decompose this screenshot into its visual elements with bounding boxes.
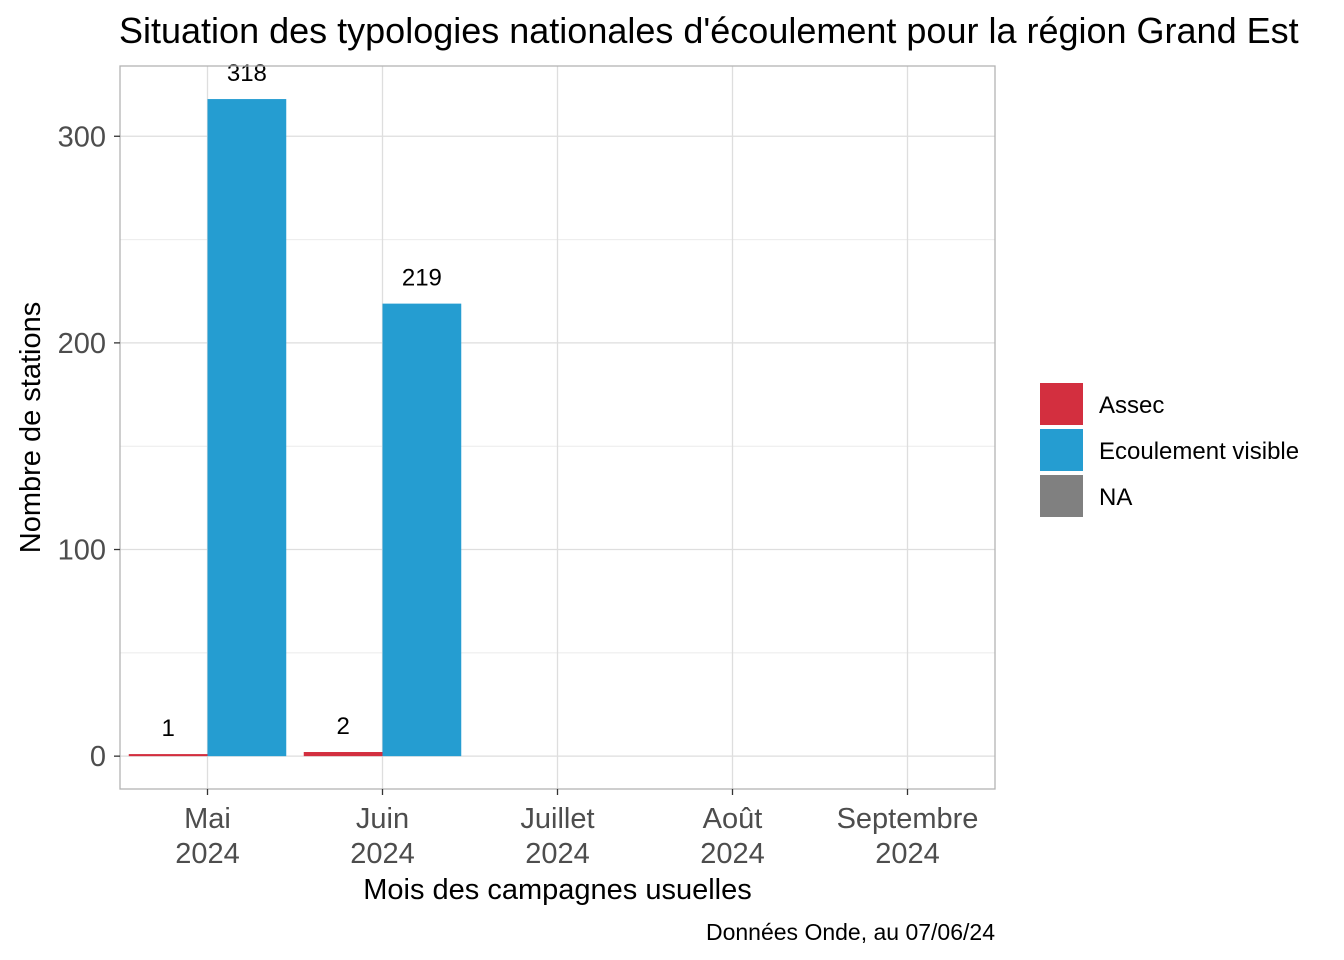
- x-tick-label: 2024: [700, 838, 765, 870]
- x-tick-label: 2024: [875, 838, 940, 870]
- x-tick-label: Juillet: [520, 803, 594, 835]
- x-tick-label: 2024: [350, 838, 415, 870]
- legend-label: NA: [1099, 484, 1132, 511]
- x-tick-label: 2024: [525, 838, 590, 870]
- x-axis-ticks: Mai2024Juin2024Juillet2024Août2024Septem…: [175, 789, 978, 870]
- caption: Données Onde, au 07/06/24: [706, 919, 995, 945]
- bar-assec-juin: [303, 752, 383, 757]
- bars: [128, 99, 462, 757]
- data-label: 1: [161, 715, 174, 742]
- bar-ecoulement-visible-mai: [207, 99, 287, 757]
- x-axis-title: Mois des campagnes usuelles: [363, 874, 751, 906]
- y-tick-label: 100: [58, 535, 106, 567]
- x-tick-label: Août: [703, 803, 763, 835]
- data-label: 219: [402, 265, 442, 292]
- data-label: 318: [227, 60, 267, 87]
- legend-key-na: [1040, 475, 1083, 517]
- data-label: 2: [336, 713, 349, 740]
- y-axis-ticks: 0 100 200 300: [58, 121, 120, 773]
- legend-key-ecoulement-visible: [1040, 429, 1083, 471]
- chart-title: Situation des typologies nationales d'éc…: [119, 10, 1299, 51]
- legend: Assec Ecoulement visible NA: [1040, 383, 1299, 517]
- y-tick-label: 0: [90, 741, 106, 773]
- legend-key-assec: [1040, 383, 1083, 425]
- x-tick-label: 2024: [175, 838, 240, 870]
- x-tick-label: Juin: [356, 803, 409, 835]
- bar-ecoulement-visible-juin: [382, 303, 462, 757]
- y-tick-label: 200: [58, 328, 106, 360]
- legend-label: Assec: [1099, 392, 1164, 419]
- data-labels: 1 318 2 219: [161, 60, 441, 742]
- x-tick-label: Mai: [184, 803, 231, 835]
- bar-assec-mai: [128, 754, 208, 757]
- x-tick-label: Septembre: [837, 803, 979, 835]
- y-axis-title: Nombre de stations: [15, 302, 47, 553]
- legend-label: Ecoulement visible: [1099, 438, 1299, 465]
- y-tick-label: 300: [58, 121, 106, 153]
